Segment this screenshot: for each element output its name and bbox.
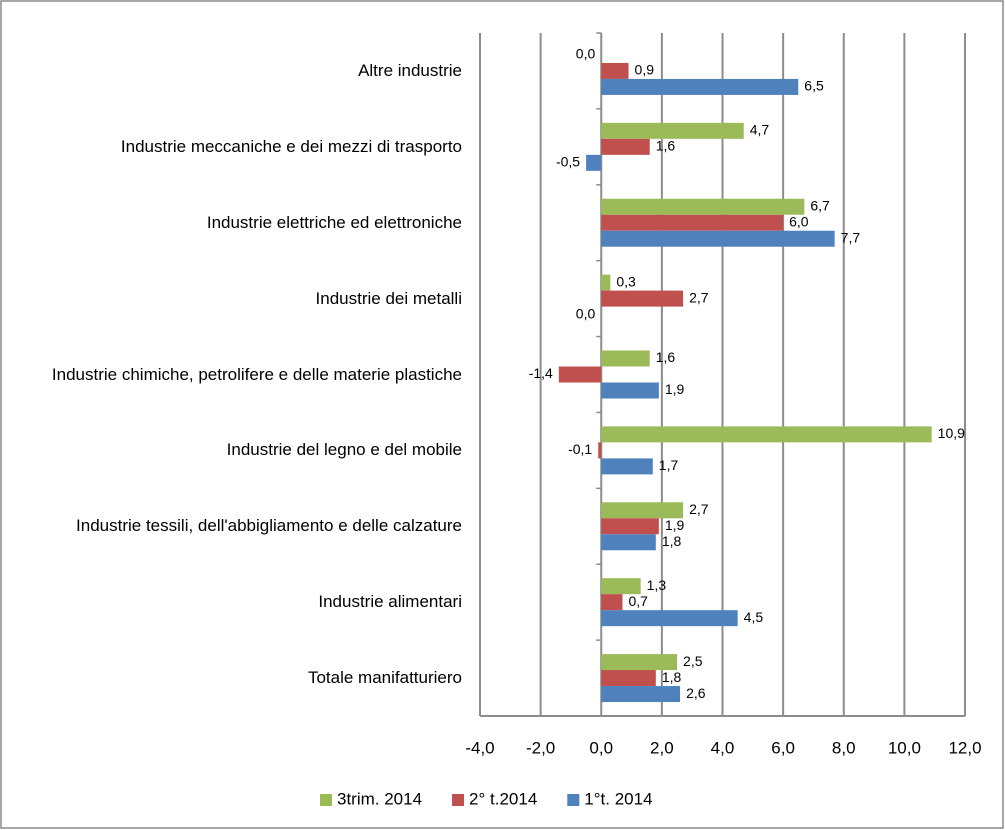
x-tick-label: -4,0 <box>465 738 494 757</box>
value-label: 2,7 <box>689 501 709 517</box>
category-text: Altre industrie <box>358 60 462 80</box>
category-label: Industrie del legno e del mobile <box>12 420 462 480</box>
value-label: 6,7 <box>810 197 830 213</box>
legend-label: 2° t.2014 <box>469 789 537 808</box>
value-label: 1,8 <box>662 533 682 549</box>
category-label: Altre industrie <box>12 41 462 101</box>
bar <box>601 686 681 703</box>
category-text: Industrie chimiche, petrolifere e delle … <box>51 364 462 384</box>
value-label: 1,7 <box>659 457 679 473</box>
x-tick-label: 4,0 <box>711 738 735 757</box>
value-label: 2,6 <box>686 685 706 701</box>
bar <box>601 274 611 291</box>
category-text: Industrie elettriche ed elettroniche <box>206 212 462 232</box>
category-label: Totale manifatturiero <box>12 648 462 708</box>
legend-swatch <box>452 794 465 806</box>
category-text: Totale manifatturiero <box>307 668 462 688</box>
bar <box>601 198 805 215</box>
category-label: Industrie chimiche, petrolifere e delle … <box>12 345 462 405</box>
legend-label: 1°t. 2014 <box>584 789 652 808</box>
value-label: 0,0 <box>576 305 596 321</box>
category-text: Industrie tessili, dell'abbigliamento e … <box>76 516 462 536</box>
x-tick-label: 12,0 <box>948 738 981 757</box>
category-label: Industrie alimentari <box>12 572 462 632</box>
value-label: 1,6 <box>656 138 676 154</box>
value-label: 2,7 <box>689 289 709 305</box>
bar <box>601 78 799 95</box>
x-tick-label: 0,0 <box>589 738 613 757</box>
category-label: Industrie tessili, dell'abbigliamento e … <box>12 496 462 556</box>
bar <box>601 138 650 155</box>
value-label: 1,3 <box>647 577 667 593</box>
bar <box>586 154 602 171</box>
x-tick-label: 6,0 <box>771 738 795 757</box>
bar <box>601 502 684 519</box>
bar <box>601 426 932 443</box>
value-label: 0,9 <box>635 62 655 78</box>
bar <box>601 350 650 367</box>
bar <box>601 122 744 139</box>
value-label: -0,1 <box>568 441 592 457</box>
value-label: 0,7 <box>628 593 648 609</box>
value-label: 1,6 <box>656 349 676 365</box>
value-label: 2,5 <box>683 653 703 669</box>
x-tick-label: -2,0 <box>526 738 555 757</box>
x-tick-label: 8,0 <box>832 738 856 757</box>
category-text: Industrie del legno e del mobile <box>226 440 462 460</box>
bar <box>558 366 602 383</box>
category-label: Industrie meccaniche e dei mezzi di tras… <box>12 117 462 177</box>
bar <box>601 382 659 399</box>
value-label: 1,9 <box>665 381 685 397</box>
value-label: -0,5 <box>556 154 580 170</box>
value-label: -1,4 <box>529 365 553 381</box>
x-tick-label: 2,0 <box>650 738 674 757</box>
value-label: 6,0 <box>789 213 809 229</box>
bar <box>601 230 835 247</box>
bar <box>601 670 656 687</box>
legend-label: 3trim. 2014 <box>337 789 422 808</box>
bar <box>601 534 656 551</box>
bar <box>601 290 684 307</box>
bar <box>601 458 653 475</box>
bar <box>601 654 678 671</box>
value-label: 1,9 <box>665 517 685 533</box>
value-label: 0,0 <box>576 46 596 62</box>
bar <box>601 62 629 79</box>
value-label: 6,5 <box>804 78 824 94</box>
value-label: 0,3 <box>616 273 636 289</box>
bar <box>601 214 784 231</box>
value-label: 4,7 <box>750 122 770 138</box>
category-text: Industrie alimentari <box>318 592 462 612</box>
bar <box>601 518 659 535</box>
value-label: 7,7 <box>841 229 861 245</box>
legend-swatch <box>320 794 332 806</box>
category-label: Industrie dei metalli <box>12 269 462 329</box>
value-label: 4,5 <box>744 609 764 625</box>
category-text: Industrie meccaniche e dei mezzi di tras… <box>120 136 462 156</box>
value-label: 1,8 <box>662 669 682 685</box>
category-text: Industrie dei metalli <box>315 288 462 308</box>
x-tick-label: 10,0 <box>888 738 921 757</box>
bar <box>598 442 602 459</box>
bar <box>601 594 623 611</box>
bar <box>601 610 738 627</box>
category-label: Industrie elettriche ed elettroniche <box>12 193 462 253</box>
bar <box>601 578 641 595</box>
legend-swatch <box>567 794 580 806</box>
value-label: 10,9 <box>938 425 965 441</box>
